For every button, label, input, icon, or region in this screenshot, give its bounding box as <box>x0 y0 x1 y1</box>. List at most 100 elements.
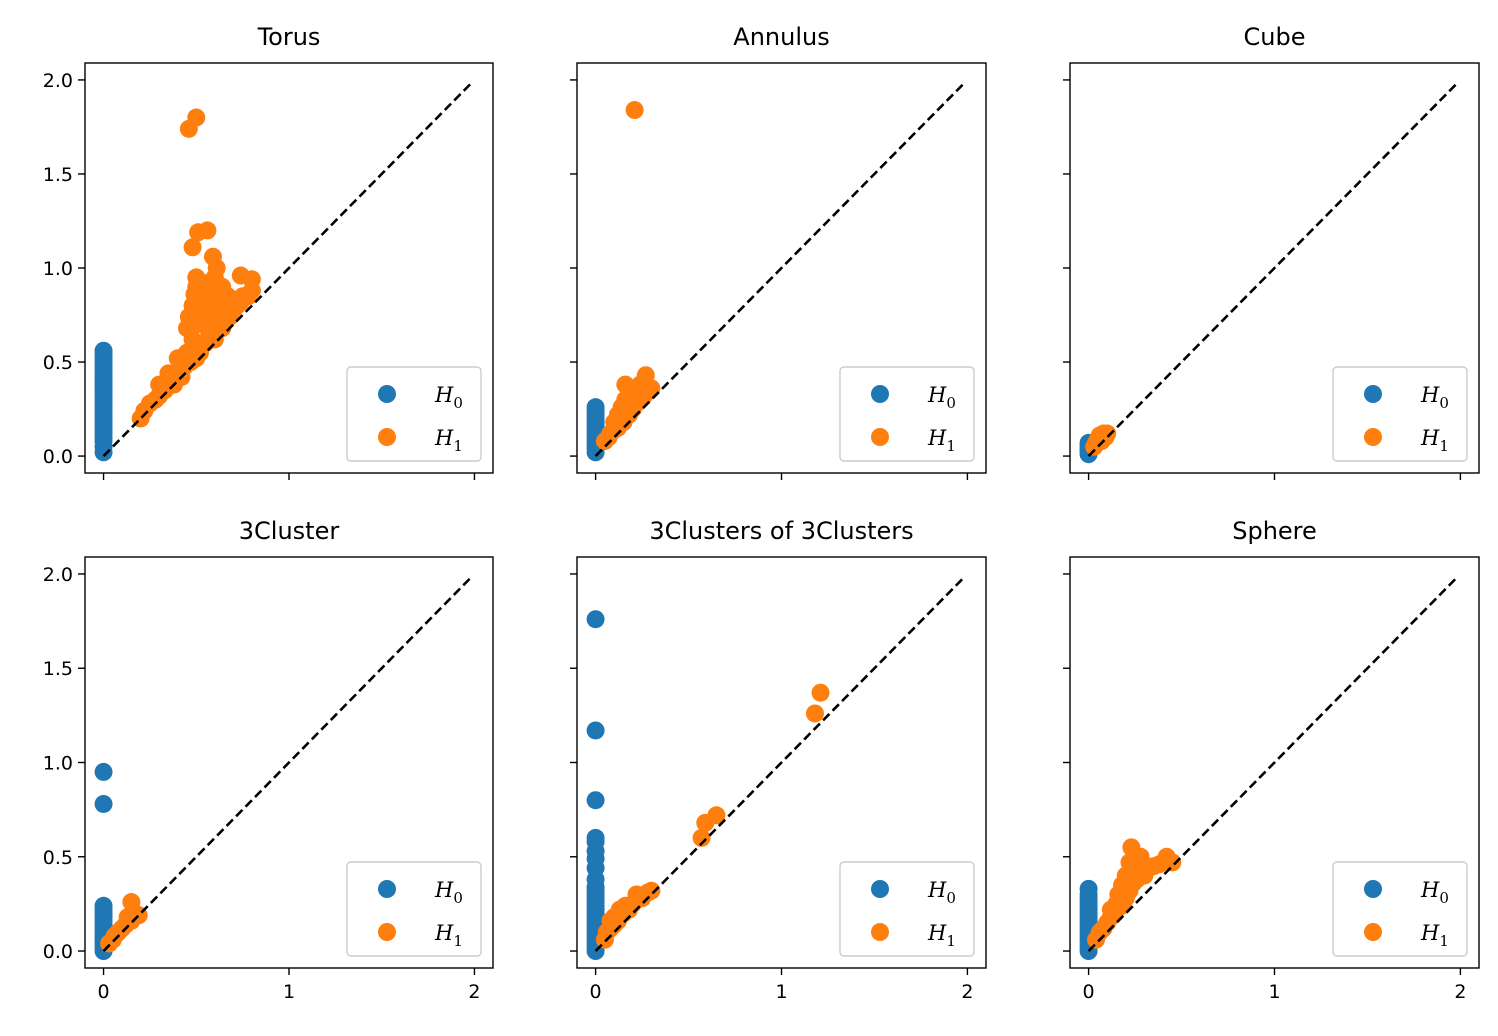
diagonal-line <box>1087 82 1458 457</box>
diagonal-line <box>594 576 965 952</box>
h1-point <box>242 270 261 289</box>
legend-label-subscript: 0 <box>1439 889 1449 907</box>
legend-label-main: H <box>434 921 454 945</box>
legend-marker-h1 <box>871 428 889 446</box>
y-tick-label: 2.0 <box>43 564 73 586</box>
legend-label-h1: H1 <box>927 426 956 455</box>
y-tick-label: 1.0 <box>43 753 73 775</box>
subplot-title: Torus <box>257 23 321 51</box>
legend-marker-h0 <box>378 385 396 403</box>
legend-label-main: H <box>434 383 454 407</box>
legend-label-subscript: 1 <box>453 932 463 950</box>
legend-label-h1: H1 <box>434 921 463 950</box>
legend-marker-h0 <box>871 385 889 403</box>
h1-point <box>625 101 644 120</box>
y-tick-label: 1.5 <box>43 164 73 186</box>
legend-label-subscript: 1 <box>1439 437 1449 455</box>
data-points <box>1079 424 1117 464</box>
legend-label-main: H <box>927 921 947 945</box>
y-tick-label: 0.0 <box>43 941 73 963</box>
legend-label-subscript: 0 <box>453 889 463 907</box>
y-tick-label: 2.0 <box>43 70 73 92</box>
x-tick-label: 0 <box>590 981 602 1003</box>
subplot-title: Cube <box>1244 23 1306 51</box>
legend-label-h0: H0 <box>927 383 956 412</box>
legend-label-h1: H1 <box>1420 426 1449 455</box>
y-tick-label: 0.0 <box>43 446 73 468</box>
x-tick-label: 0 <box>1083 981 1095 1003</box>
h1-point <box>1163 853 1182 872</box>
h1-point <box>198 221 217 240</box>
legend-label-h0: H0 <box>434 878 463 907</box>
legend-label-subscript: 0 <box>946 889 956 907</box>
legend-label-h0: H0 <box>927 878 956 907</box>
data-points <box>586 101 661 462</box>
y-tick-label: 0.5 <box>43 847 73 869</box>
legend-marker-h1 <box>378 428 396 446</box>
legend-label-main: H <box>1420 426 1440 450</box>
h0-point <box>94 896 113 915</box>
h1-point <box>805 704 824 723</box>
h1-point <box>707 806 726 825</box>
legend-label-h1: H1 <box>434 426 463 455</box>
legend-marker-h1 <box>1364 923 1382 941</box>
subplot-title: Sphere <box>1232 517 1317 545</box>
x-tick-label: 2 <box>468 981 480 1003</box>
legend-label-subscript: 0 <box>453 394 463 412</box>
h0-point <box>586 721 605 740</box>
h1-point <box>203 247 222 266</box>
h0-point <box>586 398 605 417</box>
legend-label-h1: H1 <box>927 921 956 950</box>
data-points <box>94 108 261 462</box>
data-points <box>94 762 148 961</box>
y-tick-label: 1.5 <box>43 658 73 680</box>
legend-marker-h0 <box>1364 385 1382 403</box>
x-tick-label: 1 <box>1268 981 1280 1003</box>
legend-label-main: H <box>927 878 947 902</box>
legend-label-h0: H0 <box>1420 383 1449 412</box>
legend-marker-h1 <box>871 923 889 941</box>
h0-point <box>1079 879 1098 898</box>
x-tick-label: 1 <box>775 981 787 1003</box>
h1-point <box>642 881 661 900</box>
data-points <box>586 610 830 961</box>
legend-label-subscript: 0 <box>946 394 956 412</box>
subplot-title: 3Cluster <box>239 517 340 545</box>
subplot-title: 3Clusters of 3Clusters <box>649 517 913 545</box>
legend-label-main: H <box>434 878 454 902</box>
legend-label-main: H <box>1420 878 1440 902</box>
h0-point <box>94 762 113 781</box>
h0-point <box>94 794 113 813</box>
h0-point <box>586 791 605 810</box>
legend-label-main: H <box>1420 383 1440 407</box>
legend-marker-h1 <box>378 923 396 941</box>
diagonal-line <box>594 82 965 457</box>
legend-label-main: H <box>927 383 947 407</box>
diagonal-line <box>102 576 472 952</box>
diagonal-line <box>102 82 472 457</box>
x-tick-label: 1 <box>283 981 295 1003</box>
h1-point <box>1098 424 1117 443</box>
diagonal-line <box>1087 576 1458 952</box>
legend-label-subscript: 1 <box>453 437 463 455</box>
h0-point <box>586 828 605 847</box>
h0-point <box>94 341 113 360</box>
data-points <box>1079 838 1182 961</box>
legend-label-h0: H0 <box>434 383 463 412</box>
subplot-title: Annulus <box>733 23 829 51</box>
legend-label-h0: H0 <box>1420 878 1449 907</box>
x-tick-label: 0 <box>97 981 109 1003</box>
legend-label-main: H <box>927 426 947 450</box>
y-tick-label: 1.0 <box>43 258 73 280</box>
